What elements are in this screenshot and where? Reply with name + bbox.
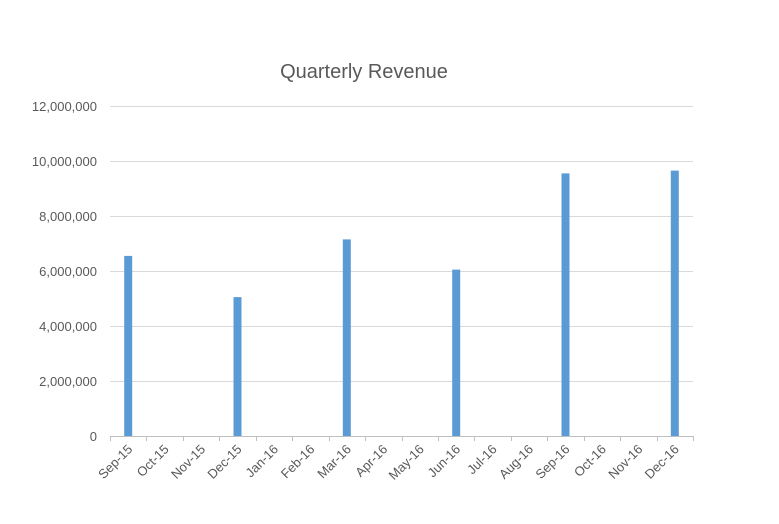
- x-tick-label: Feb-16: [278, 442, 318, 482]
- x-tick-label: Sep-16: [532, 442, 572, 482]
- x-tick-label: Dec-16: [642, 442, 682, 482]
- y-tick-label: 0: [90, 429, 97, 444]
- y-tick-label: 8,000,000: [39, 209, 97, 224]
- y-tick-label: 4,000,000: [39, 319, 97, 334]
- x-tick-label: Jun-16: [425, 442, 464, 481]
- x-tick-label: Aug-16: [496, 442, 536, 482]
- chart-title: Quarterly Revenue: [280, 61, 448, 83]
- x-tick-label: Jul-16: [464, 442, 500, 478]
- bar-jun-16: [452, 269, 461, 436]
- x-tick-label: Oct-15: [134, 442, 172, 480]
- x-tick-label: Oct-16: [571, 442, 609, 480]
- x-tick-label: May-16: [386, 442, 427, 483]
- x-tick-label: Dec-15: [204, 442, 244, 482]
- y-tick-label: 2,000,000: [39, 374, 97, 389]
- y-tick-label: 12,000,000: [32, 99, 97, 114]
- x-tick-label: Jan-16: [242, 442, 281, 481]
- bar-dec-15: [233, 297, 242, 436]
- bar-sep-16: [561, 173, 570, 436]
- x-tick-label: Nov-15: [168, 442, 208, 482]
- x-axis: Sep-15Oct-15Nov-15Dec-15Jan-16Feb-16Mar-…: [95, 436, 694, 483]
- x-tick-label: Sep-15: [95, 442, 135, 482]
- bar-mar-16: [342, 239, 351, 436]
- y-axis: 0 2,000,000 4,000,000 6,000,000 8,000,000 10,…: [32, 99, 97, 444]
- bars: [124, 170, 679, 436]
- bar-sep-15: [124, 255, 133, 436]
- x-tick-label: Mar-16: [314, 442, 354, 482]
- x-tick-label: Nov-16: [605, 442, 645, 482]
- bar-dec-16: [670, 170, 679, 436]
- x-tick-label: Apr-16: [352, 442, 390, 480]
- gridlines: [110, 106, 693, 382]
- y-tick-label: 10,000,000: [32, 154, 97, 169]
- y-tick-label: 6,000,000: [39, 264, 97, 279]
